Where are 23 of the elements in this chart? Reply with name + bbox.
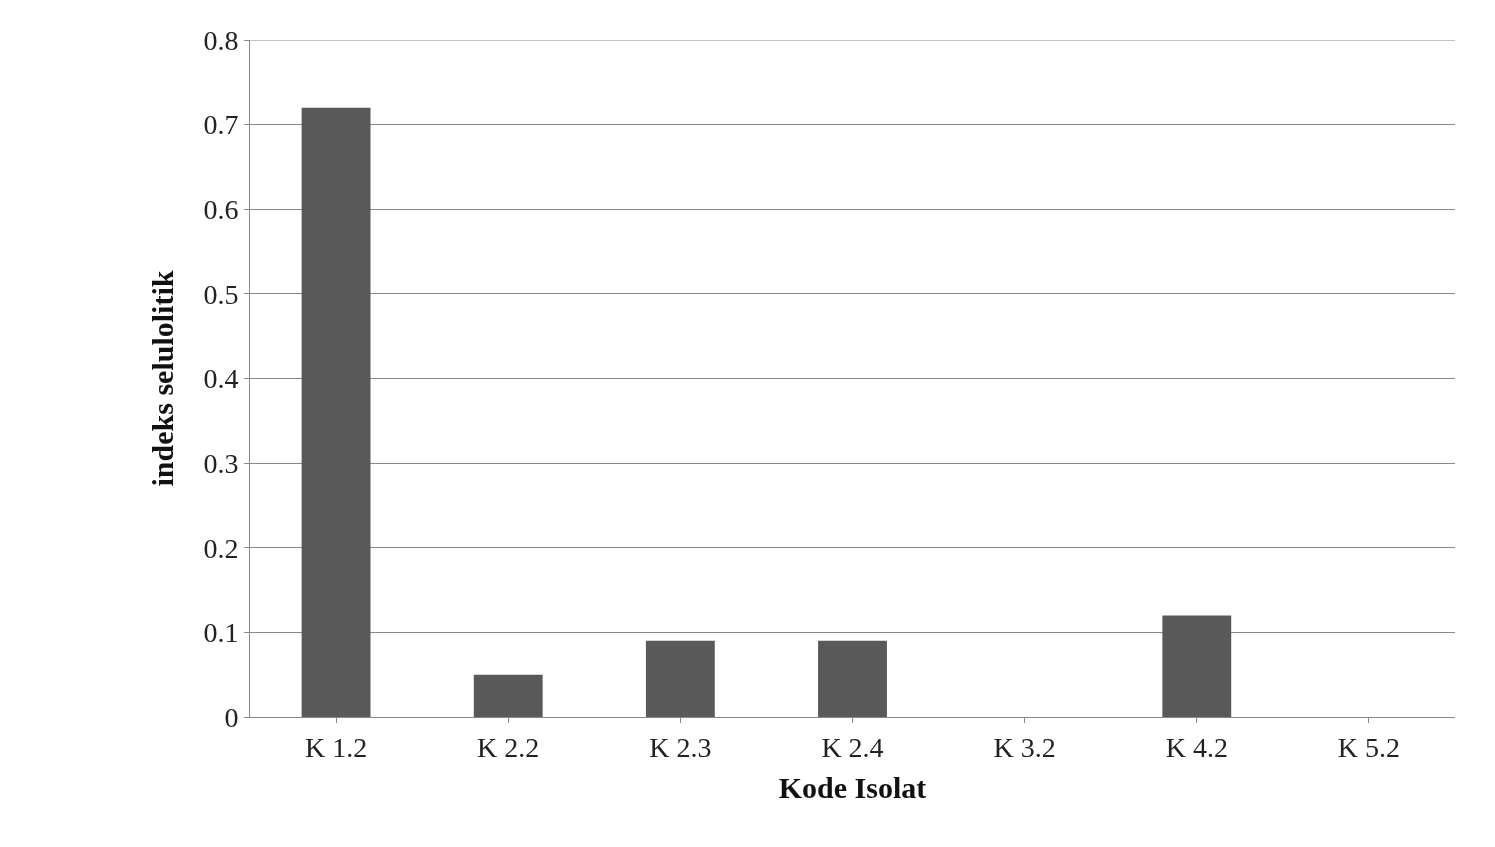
- bar: [818, 640, 887, 717]
- x-tick-label: K 2.3: [649, 731, 712, 763]
- x-tick-label: K 1.2: [304, 731, 368, 763]
- x-tick-label: K 2.2: [477, 731, 540, 763]
- bar: [645, 640, 715, 717]
- bar: [473, 674, 543, 717]
- x-axis-title: Kode Isolat: [778, 771, 927, 805]
- y-tick-label: 0.1: [203, 617, 239, 649]
- x-tick-label: K 5.2: [1337, 731, 1401, 763]
- y-axis-title: indeks selulolitik: [146, 270, 180, 487]
- y-tick-label: 0.4: [203, 363, 239, 395]
- x-tick-label: K 4.2: [1165, 731, 1228, 763]
- y-tick-label: 0.6: [203, 194, 239, 226]
- x-tick-label: K 3.2: [993, 731, 1056, 763]
- y-tick-label: 0.7: [203, 109, 239, 141]
- y-tick-label: 0.2: [203, 532, 239, 564]
- y-tick-label: 0.5: [203, 278, 239, 310]
- x-tick-label: K 2.4: [821, 731, 884, 763]
- y-tick-label: 0.3: [203, 447, 239, 479]
- bar: [301, 107, 371, 717]
- y-tick-label: 0: [224, 701, 239, 733]
- bar: [1162, 615, 1232, 717]
- y-tick-label: 0.8: [203, 24, 239, 56]
